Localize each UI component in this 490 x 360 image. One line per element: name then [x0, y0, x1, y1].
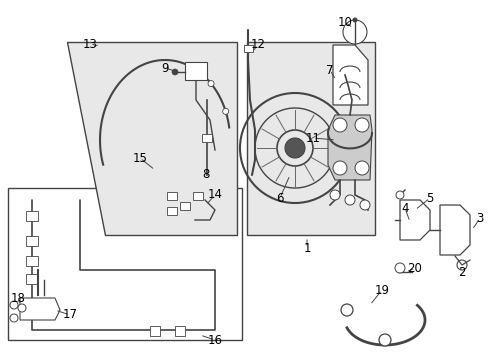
Text: 7: 7 [326, 63, 334, 77]
Circle shape [341, 304, 353, 316]
Polygon shape [333, 45, 368, 105]
Circle shape [10, 301, 18, 309]
Text: 3: 3 [476, 211, 484, 225]
Text: 1: 1 [303, 242, 311, 255]
Text: 13: 13 [82, 37, 98, 50]
Text: 16: 16 [207, 333, 222, 346]
Polygon shape [67, 42, 237, 235]
Circle shape [355, 118, 369, 132]
Bar [167, 192, 177, 200]
Text: 18: 18 [11, 292, 25, 305]
Circle shape [186, 62, 192, 68]
Bar [202, 134, 212, 142]
Bar [167, 207, 177, 215]
Bar [193, 192, 203, 200]
Bar [180, 202, 190, 210]
Circle shape [343, 20, 367, 44]
Circle shape [172, 69, 178, 75]
Text: 9: 9 [161, 62, 169, 75]
Circle shape [355, 161, 369, 175]
Polygon shape [440, 205, 470, 255]
Bar [185, 62, 207, 80]
Text: 15: 15 [133, 152, 147, 165]
Bar [26, 274, 38, 284]
Text: 17: 17 [63, 309, 77, 321]
Text: 6: 6 [276, 192, 284, 204]
Bar [150, 326, 160, 336]
Circle shape [18, 304, 26, 312]
Text: 8: 8 [202, 168, 210, 181]
Circle shape [208, 81, 214, 86]
Circle shape [330, 190, 340, 200]
Circle shape [333, 161, 347, 175]
Text: 12: 12 [250, 39, 266, 51]
Text: 5: 5 [426, 192, 434, 204]
Circle shape [345, 195, 355, 205]
Circle shape [379, 334, 391, 346]
Text: 19: 19 [374, 284, 390, 297]
Polygon shape [400, 200, 430, 240]
Text: 11: 11 [305, 131, 320, 144]
Circle shape [352, 18, 358, 22]
Text: 4: 4 [401, 202, 409, 215]
Text: 2: 2 [458, 266, 466, 279]
Text: 14: 14 [207, 189, 222, 202]
Circle shape [285, 138, 305, 158]
Polygon shape [20, 298, 60, 320]
Circle shape [222, 108, 229, 114]
Circle shape [10, 314, 18, 322]
Polygon shape [8, 188, 242, 340]
Polygon shape [328, 115, 372, 180]
Text: 10: 10 [338, 15, 352, 28]
Text: 20: 20 [408, 261, 422, 274]
Circle shape [457, 260, 467, 270]
Circle shape [360, 200, 370, 210]
Circle shape [396, 191, 404, 199]
Bar [26, 236, 38, 246]
Circle shape [395, 263, 405, 273]
Bar [26, 256, 38, 266]
Bar [26, 211, 38, 221]
Circle shape [333, 118, 347, 132]
Bar [175, 326, 185, 336]
Polygon shape [247, 42, 375, 235]
Bar [244, 45, 253, 52]
